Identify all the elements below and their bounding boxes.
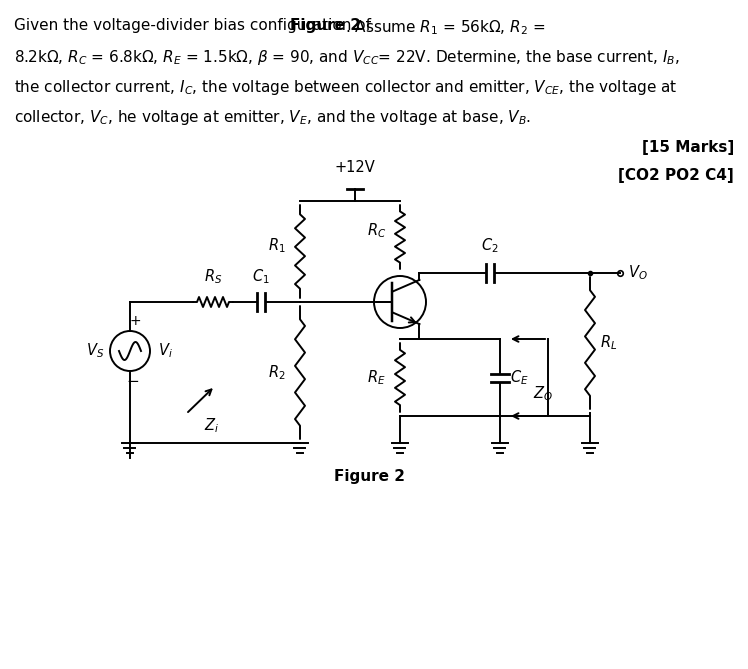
Text: $R_C$: $R_C$ bbox=[367, 221, 386, 240]
Text: collector, $V_C$, he voltage at emitter, $V_E$, and the voltage at base, $V_B$.: collector, $V_C$, he voltage at emitter,… bbox=[14, 108, 531, 127]
Text: $C_E$: $C_E$ bbox=[510, 368, 529, 387]
Text: . Assume $R_1$ = 56k$\Omega$, $R_2$ =: . Assume $R_1$ = 56k$\Omega$, $R_2$ = bbox=[345, 18, 545, 37]
Text: −: − bbox=[126, 374, 139, 389]
Text: [CO2 PO2 C4]: [CO2 PO2 C4] bbox=[619, 168, 734, 183]
Text: [15 Marks]: [15 Marks] bbox=[642, 140, 734, 155]
Text: +12V: +12V bbox=[334, 160, 375, 175]
Text: $Z_O$: $Z_O$ bbox=[533, 384, 553, 403]
Text: $C_1$: $C_1$ bbox=[252, 268, 270, 286]
Text: 8.2k$\Omega$, $R_C$ = 6.8k$\Omega$, $R_E$ = 1.5k$\Omega$, $\beta$ = 90, and $V_{: 8.2k$\Omega$, $R_C$ = 6.8k$\Omega$, $R_E… bbox=[14, 48, 680, 67]
Text: $R_S$: $R_S$ bbox=[203, 268, 222, 286]
Text: $R_E$: $R_E$ bbox=[367, 368, 386, 387]
Text: $R_1$: $R_1$ bbox=[269, 236, 286, 255]
Text: +: + bbox=[129, 314, 141, 328]
Text: Given the voltage-divider bias configuration of: Given the voltage-divider bias configura… bbox=[14, 18, 376, 33]
Text: $Z_i$: $Z_i$ bbox=[204, 416, 219, 435]
Text: $V_O$: $V_O$ bbox=[628, 264, 648, 282]
Text: $R_L$: $R_L$ bbox=[600, 334, 617, 353]
Text: Figure 2: Figure 2 bbox=[290, 18, 361, 33]
Text: $V_i$: $V_i$ bbox=[158, 342, 173, 361]
Text: $R_2$: $R_2$ bbox=[269, 363, 286, 382]
Text: Figure 2: Figure 2 bbox=[334, 469, 405, 484]
Text: $C_2$: $C_2$ bbox=[481, 236, 499, 255]
Text: the collector current, $I_C$, the voltage between collector and emitter, $V_{CE}: the collector current, $I_C$, the voltag… bbox=[14, 78, 677, 97]
Text: $V_S$: $V_S$ bbox=[86, 342, 104, 361]
